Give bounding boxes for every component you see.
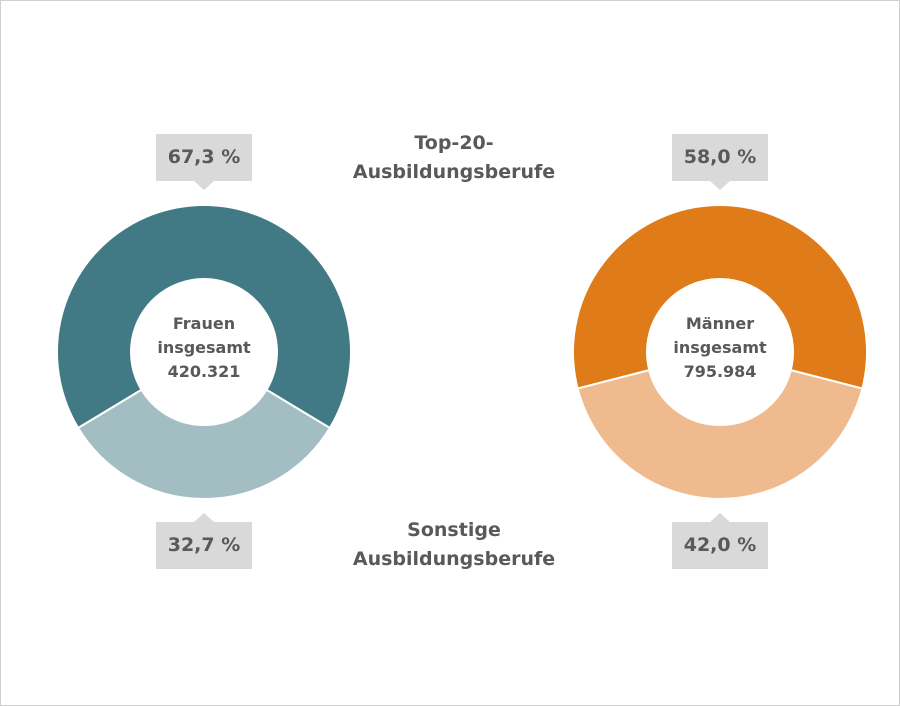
callout-box: [672, 134, 768, 190]
value-label: 67,3 %: [167, 146, 241, 168]
center-total: 795.984: [683, 362, 757, 381]
value-label: 58,0 %: [683, 146, 757, 168]
center-total: 420.321: [167, 362, 241, 381]
value-label: 42,0 %: [683, 534, 757, 556]
value-label: 32,7 %: [167, 534, 241, 556]
callout-box: [156, 513, 252, 569]
donut-segment: [76, 388, 332, 500]
category-label: Sonstige Ausbildungsberufe: [352, 519, 556, 570]
donut-segment: [572, 204, 868, 390]
donut-segment: [576, 368, 864, 500]
callout-box: [672, 513, 768, 569]
center-label: Frauen insgesamt: [157, 314, 251, 357]
category-label: Top-20-Ausbildungsberufe: [352, 132, 556, 183]
callout-box: [156, 134, 252, 190]
center-label: Männer insgesamt: [673, 314, 767, 357]
donut-segment: [56, 204, 352, 430]
